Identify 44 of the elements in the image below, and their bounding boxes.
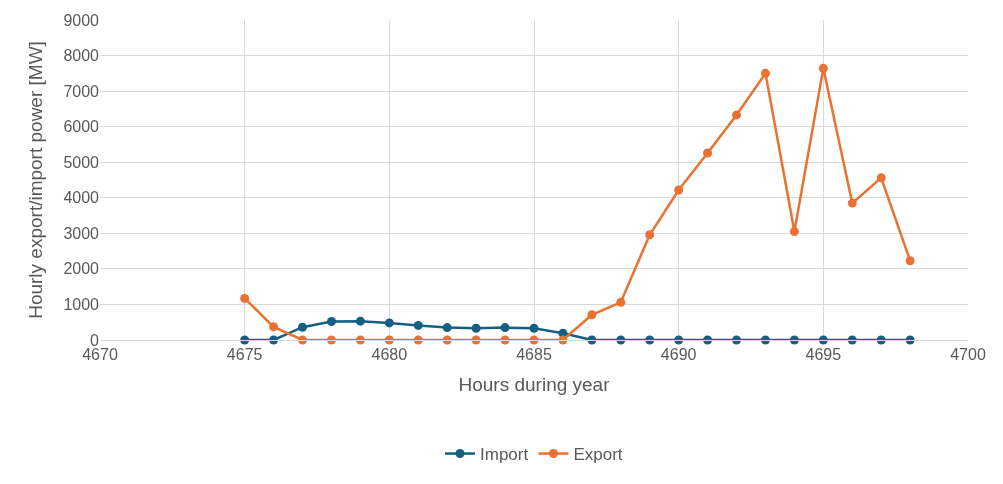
legend-label: Export <box>573 445 623 465</box>
point <box>789 227 799 237</box>
y-axis-title: Hourly export/import power [MW] <box>25 41 47 319</box>
point <box>760 68 770 78</box>
point <box>587 310 597 320</box>
point <box>442 323 452 333</box>
point <box>269 322 279 332</box>
point <box>240 293 250 303</box>
x-tick-label: 4680 <box>371 346 408 364</box>
y-tick-label: 6000 <box>63 118 100 136</box>
point <box>413 320 423 330</box>
point <box>500 323 510 333</box>
x-tick-label: 4670 <box>82 346 118 364</box>
point <box>818 63 828 73</box>
point <box>355 316 365 326</box>
point <box>384 318 394 328</box>
x-tick-label: 4695 <box>805 346 842 364</box>
point <box>703 148 713 158</box>
y-tick-label: 0 <box>90 331 100 349</box>
point <box>529 323 539 333</box>
y-tick-label: 7000 <box>63 82 100 100</box>
point <box>471 323 481 333</box>
y-tick-label: 2000 <box>63 260 100 278</box>
x-tick-label: 4685 <box>516 346 552 364</box>
x-tick-label: 4700 <box>950 346 986 364</box>
point <box>732 110 742 120</box>
point <box>645 230 655 240</box>
point <box>674 185 684 195</box>
point <box>616 297 626 307</box>
point <box>876 173 886 183</box>
point <box>905 256 915 266</box>
y-tick-label: 8000 <box>63 47 100 65</box>
point <box>847 198 857 208</box>
y-tick-label: 4000 <box>63 189 100 207</box>
legend-label: Import <box>480 445 529 465</box>
point <box>326 317 336 327</box>
y-tick-label: 3000 <box>63 224 100 242</box>
x-tick-label: 4690 <box>660 346 697 364</box>
point <box>298 322 308 332</box>
x-tick-label: 4675 <box>226 346 263 364</box>
x-axis-title: Hours during year <box>458 374 611 395</box>
y-tick-label: 5000 <box>63 153 100 171</box>
y-tick-label: 1000 <box>63 296 100 314</box>
y-tick-label: 9000 <box>63 11 100 29</box>
